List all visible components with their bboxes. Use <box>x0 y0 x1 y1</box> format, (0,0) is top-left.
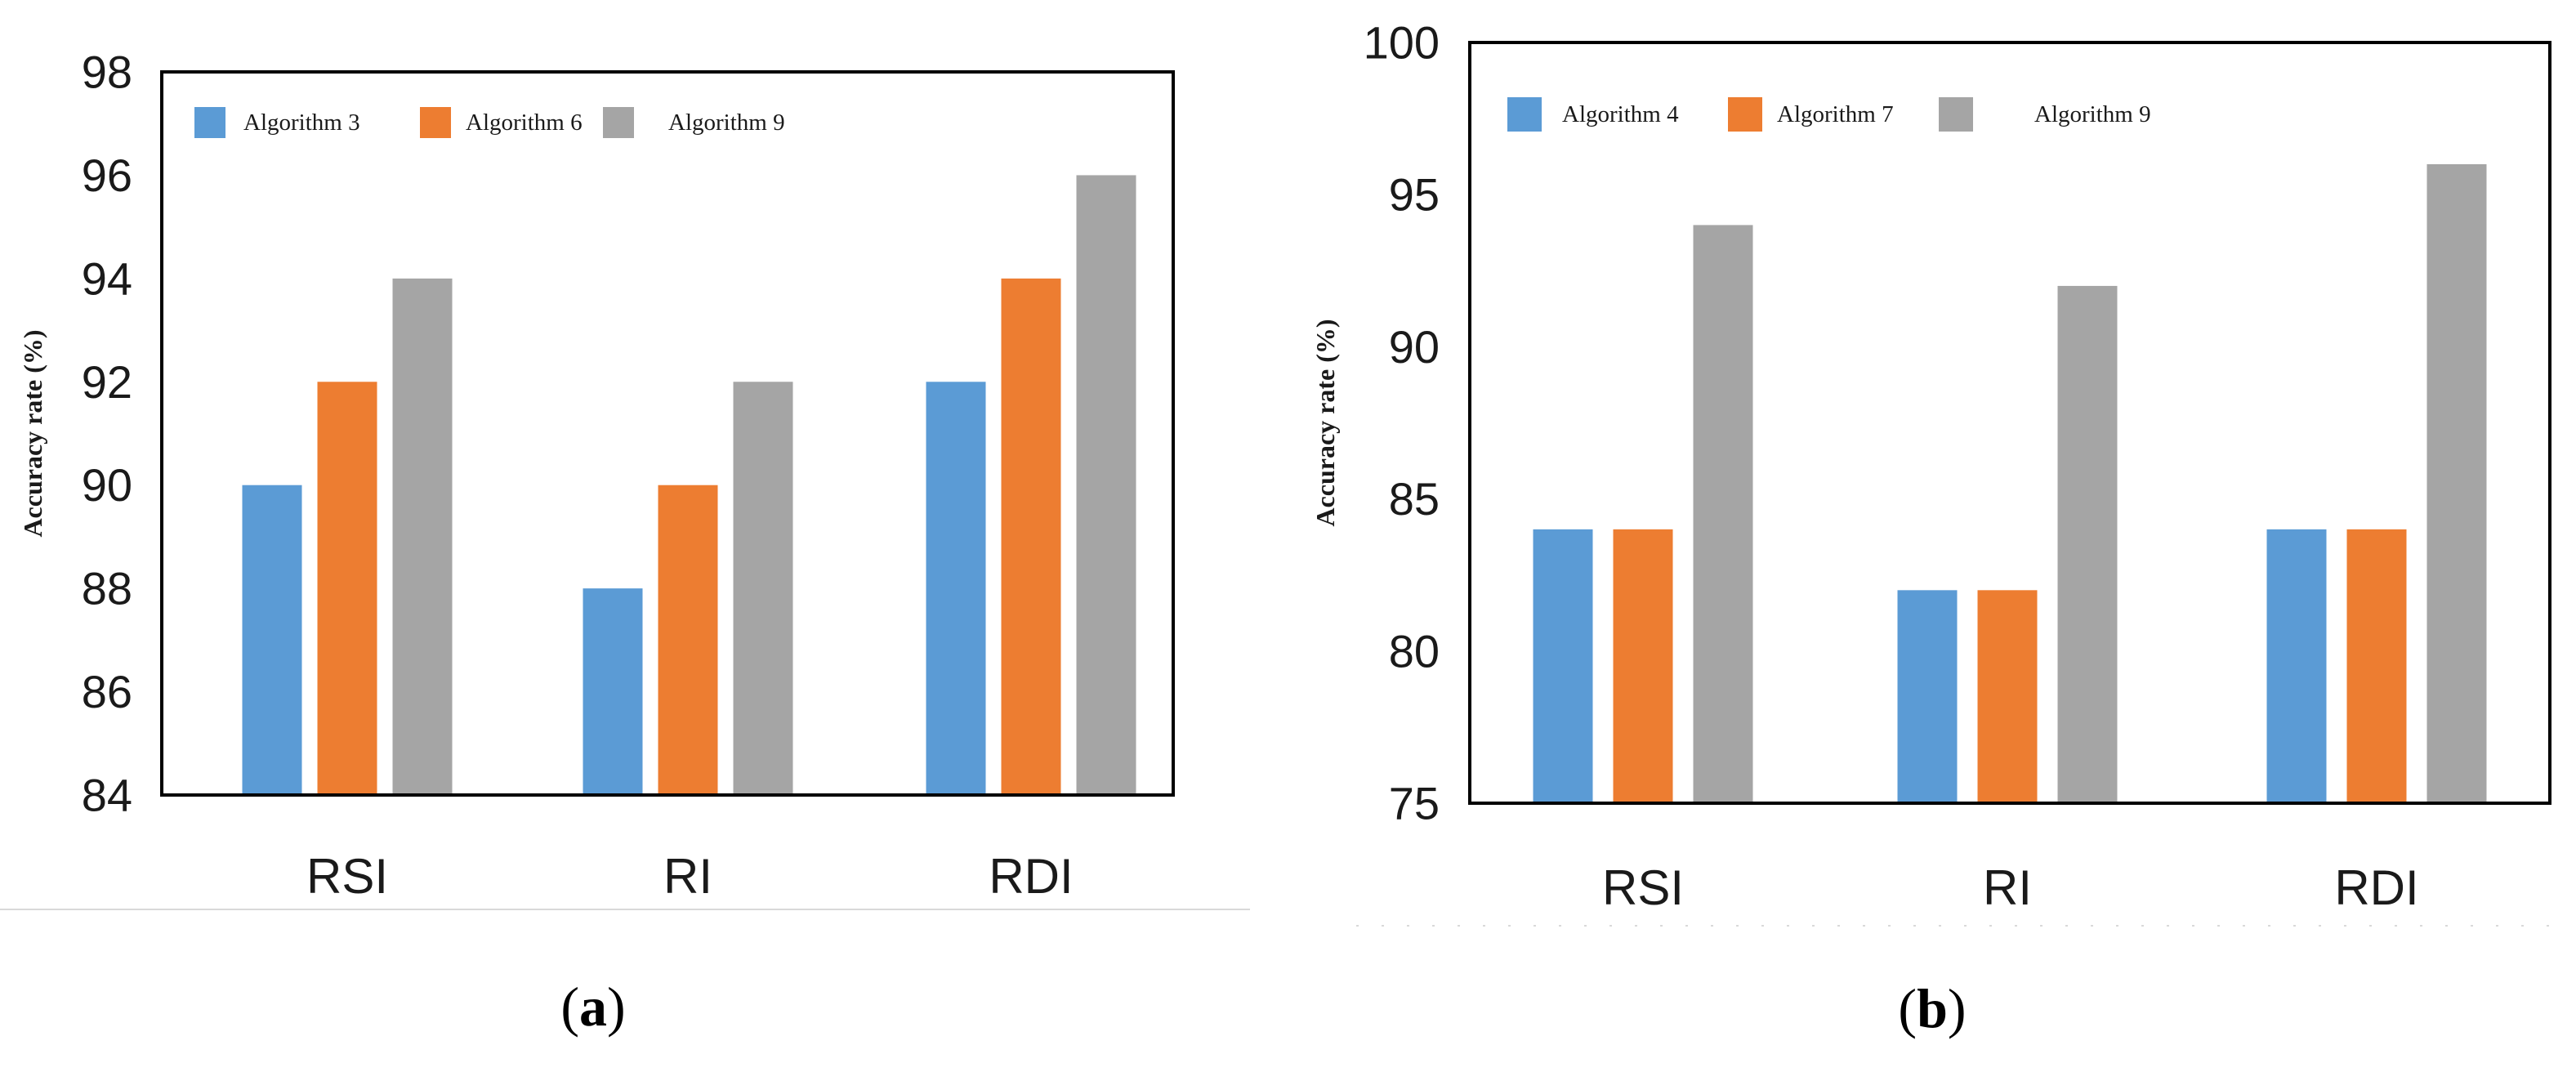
figure-caption: (a) <box>560 976 625 1038</box>
figure-caption: (b) <box>1898 977 1966 1039</box>
x-category-label: RSI <box>306 849 388 904</box>
legend: Algorithm 3 Algorithm 6 Algorithm 9 <box>194 107 785 138</box>
y-tick-label: 96 <box>82 150 132 201</box>
legend-swatch <box>603 107 634 138</box>
x-category-label: RI <box>1983 860 2032 915</box>
y-axis-label: Accuracy rate (%) <box>18 329 47 537</box>
bar-algorithm-4-rdi <box>2266 529 2327 803</box>
bar-algorithm-9-ri <box>2057 285 2118 803</box>
y-tick-label: 86 <box>82 666 132 717</box>
legend-label: Algorithm 3 <box>243 109 360 136</box>
bar-algorithm-7-rsi <box>1613 529 1673 803</box>
legend-swatch <box>420 107 451 138</box>
bar-algorithm-9-rdi <box>2426 163 2487 803</box>
x-category-label: RDI <box>2334 860 2418 915</box>
y-tick-label: 80 <box>1389 625 1440 677</box>
bar-algorithm-3-ri <box>583 588 643 795</box>
bar-algorithm-9-ri <box>733 382 793 795</box>
caption-letter: a <box>579 976 607 1038</box>
bar-algorithm-4-ri <box>1897 590 1958 803</box>
caption-close-paren: ) <box>1948 977 1967 1039</box>
y-tick-label: 75 <box>1389 778 1440 829</box>
bar-algorithm-7-ri <box>1977 590 2038 803</box>
bar-algorithm-9-rsi <box>1693 225 1753 803</box>
plot-frame <box>160 70 1175 797</box>
chart-b: 75 80 85 90 95 100 RSI RI RDI Accuracy rate (%) Al… <box>1310 17 2551 1039</box>
y-tick-label: 90 <box>82 459 132 511</box>
legend-label: Algorithm 4 <box>1562 101 1679 127</box>
caption-close-paren: ) <box>607 976 626 1038</box>
legend-label: Algorithm 6 <box>466 109 583 136</box>
caption-open-paren: ( <box>1898 977 1917 1039</box>
legend-label: Algorithm 7 <box>1777 101 1894 127</box>
bar-algorithm-6-rsi <box>317 382 377 795</box>
bar-algorithm-4-rsi <box>1533 529 1593 803</box>
y-tick-label: 90 <box>1389 321 1440 373</box>
legend-swatch <box>1728 97 1762 132</box>
y-tick-label: 98 <box>82 47 132 98</box>
y-axis-label: Accuracy rate (%) <box>1310 319 1340 526</box>
bar-algorithm-9-rdi <box>1076 175 1136 795</box>
chart-a: 84 86 88 90 92 94 96 98 RSI RI RDI Accuracy rate (%… <box>0 47 1250 1038</box>
plot-frame <box>1468 41 2551 805</box>
bar-algorithm-3-rdi <box>926 382 986 795</box>
legend-label: Algorithm 9 <box>2034 101 2151 127</box>
y-tick-label: 94 <box>82 252 132 304</box>
bar-algorithm-6-ri <box>658 485 718 795</box>
bar-algorithm-6-rdi <box>1001 278 1061 795</box>
bar-algorithm-9-rsi <box>392 278 453 795</box>
y-tick-label: 95 <box>1389 169 1440 221</box>
y-tick-label: 92 <box>82 356 132 408</box>
caption-letter: b <box>1917 977 1948 1039</box>
x-category-label: RDI <box>989 849 1073 904</box>
legend-swatch <box>194 107 225 138</box>
legend-swatch <box>1507 97 1542 132</box>
legend: Algorithm 4 Algorithm 7 Algorithm 9 <box>1507 97 2151 132</box>
legend-swatch <box>1939 97 1973 132</box>
bar-algorithm-3-rsi <box>242 485 302 795</box>
y-tick-label: 84 <box>82 770 132 821</box>
caption-open-paren: ( <box>560 976 579 1038</box>
y-tick-label: 85 <box>1389 473 1440 525</box>
y-tick-label: 100 <box>1364 17 1440 69</box>
x-category-label: RSI <box>1602 860 1684 915</box>
y-tick-label: 88 <box>82 563 132 614</box>
bar-algorithm-7-rdi <box>2346 529 2407 803</box>
legend-label: Algorithm 9 <box>668 109 785 136</box>
x-category-label: RI <box>663 849 712 904</box>
